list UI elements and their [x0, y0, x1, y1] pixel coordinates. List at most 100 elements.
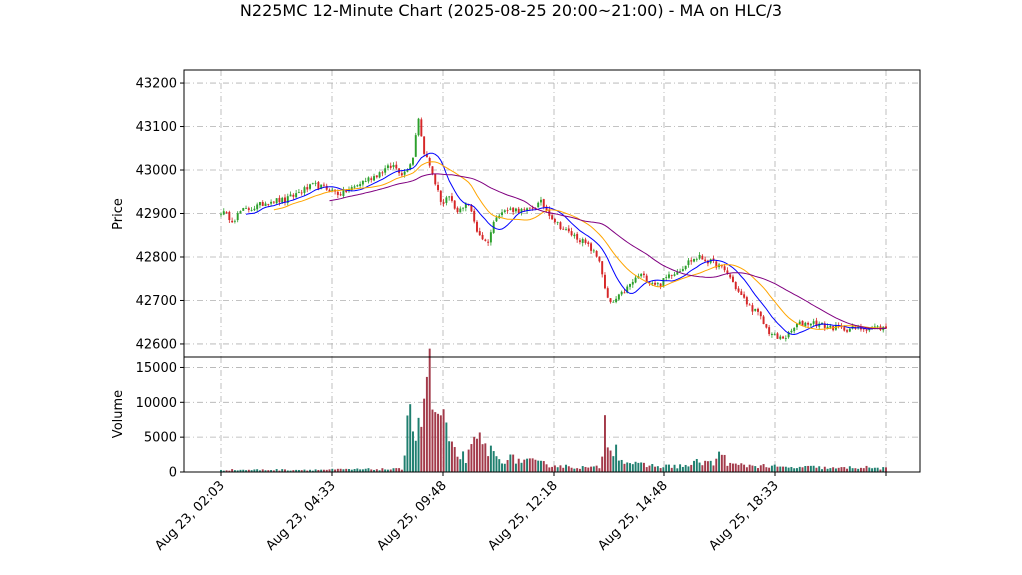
volume-bar	[768, 467, 771, 472]
volume-ytick-label: 0	[169, 466, 177, 481]
candle-body	[623, 292, 626, 294]
candle-body	[220, 213, 222, 215]
candle-body	[695, 258, 698, 260]
candle-body	[386, 165, 389, 168]
x-axis: Aug 23, 02:03 Aug 23, 04:33 Aug 25, 09:48 A…	[152, 472, 887, 554]
volume-bar	[306, 470, 309, 472]
volume-bar	[581, 466, 584, 472]
candle-body	[698, 254, 701, 259]
volume-bar	[498, 459, 501, 472]
volume-bar	[403, 455, 406, 472]
volume-bar	[528, 458, 531, 472]
volume-bar	[640, 462, 643, 472]
volume-bar	[770, 465, 773, 472]
volume-bar	[423, 398, 426, 472]
volume-bar	[693, 460, 695, 472]
candle-body	[565, 229, 567, 231]
candle-body	[745, 297, 748, 305]
candle-body	[439, 190, 442, 202]
candle-body	[615, 298, 618, 303]
volume-bar	[314, 469, 317, 472]
candle-body	[412, 157, 414, 165]
volume-bar	[553, 465, 556, 472]
volume-bar	[729, 462, 732, 472]
candle-body	[770, 334, 773, 335]
candle-body	[420, 119, 423, 137]
candle-body	[551, 215, 554, 220]
candle-body	[417, 118, 420, 136]
volume-bar	[670, 467, 673, 472]
candle-body	[885, 326, 887, 329]
candle-body	[236, 213, 239, 221]
candle-body	[679, 271, 682, 273]
volume-bar	[834, 468, 837, 472]
volume-bar	[222, 470, 225, 472]
candle-body	[437, 184, 440, 191]
volume-ytick-label: 5000	[144, 431, 177, 446]
candle-body	[768, 327, 771, 335]
volume-bar	[236, 470, 239, 472]
x-tick-label: Aug 23, 02:03	[152, 478, 228, 554]
volume-bar	[420, 426, 423, 472]
candle-body	[225, 211, 228, 213]
volume-bar	[520, 462, 523, 472]
candle-body	[848, 328, 851, 332]
candle-body	[793, 328, 796, 332]
candle-body	[595, 250, 598, 257]
volume-bar	[801, 467, 804, 472]
volume-bar	[807, 465, 810, 472]
price-y-axis: 42600 42700 42800 42900 43000 43100 43200	[136, 77, 184, 352]
volume-bar	[467, 449, 470, 472]
candle-body	[670, 275, 673, 276]
volume-bar	[821, 469, 823, 472]
candle-body	[687, 260, 690, 266]
volume-bar	[776, 466, 779, 472]
volume-bar	[292, 470, 295, 472]
candle-body	[729, 274, 732, 278]
candle-body	[667, 274, 670, 278]
volume-bar	[309, 469, 312, 472]
volume-bar	[517, 458, 520, 472]
volume-bar	[876, 467, 879, 472]
candle-body	[245, 208, 248, 209]
candle-body	[403, 171, 406, 175]
candle-body	[626, 286, 629, 293]
volume-bar	[795, 468, 798, 472]
candle-body	[484, 239, 487, 241]
volume-bars	[220, 348, 887, 472]
ma-long-line	[329, 173, 887, 330]
volume-bar	[601, 456, 604, 472]
volume-bar	[743, 464, 746, 472]
volume-bar	[667, 464, 670, 472]
volume-bar	[350, 469, 353, 472]
volume-bar	[256, 469, 259, 472]
volume-bar	[642, 462, 645, 472]
volume-bar	[503, 463, 506, 472]
candle-body	[612, 301, 615, 303]
volume-bar	[604, 415, 606, 472]
volume-bar	[289, 470, 292, 472]
volume-bar	[748, 464, 751, 472]
volume-bar	[651, 464, 654, 472]
candle-body	[812, 321, 815, 324]
volume-bar	[578, 468, 581, 472]
volume-bar	[442, 409, 445, 472]
candle-body	[228, 211, 231, 221]
volume-bar	[659, 468, 662, 472]
volume-bar	[456, 456, 459, 472]
candle-body	[462, 207, 465, 209]
volume-bar	[562, 467, 565, 472]
candle-body	[392, 165, 395, 168]
volume-bar	[489, 445, 492, 472]
candle-body	[531, 207, 534, 209]
candle-body	[609, 298, 612, 303]
x-tick-label: Aug 25, 09:48	[374, 478, 450, 554]
candle-body	[790, 330, 793, 333]
volume-bar	[609, 450, 612, 472]
candle-body	[815, 320, 818, 327]
volume-bar	[264, 470, 267, 472]
volume-bar	[509, 454, 512, 472]
volume-bar	[425, 376, 428, 472]
candle-body	[503, 210, 506, 212]
volume-bar	[709, 460, 712, 472]
